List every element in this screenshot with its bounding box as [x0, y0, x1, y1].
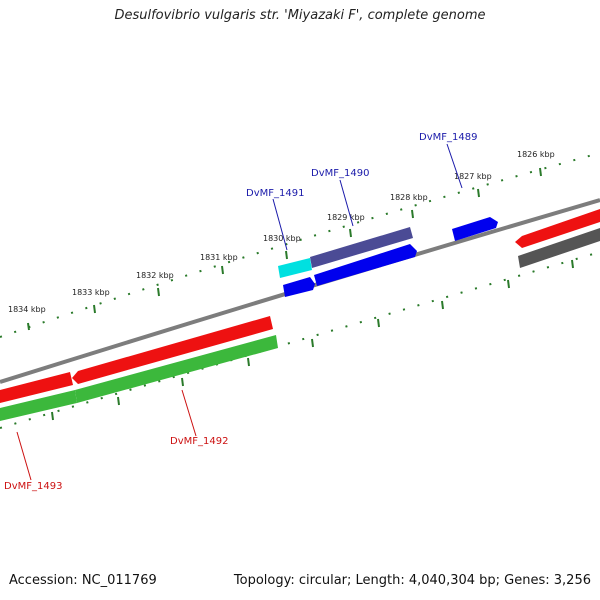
scale-label-1827: 1827 kbp — [454, 172, 492, 181]
scale-label-1833: 1833 kbp — [72, 288, 110, 297]
gene-label-dvmf-1492: DvMF_1492 — [170, 436, 228, 447]
gene-dvmf-1490-gene[interactable] — [310, 227, 413, 268]
leader-dvmf-1490 — [339, 179, 354, 227]
leader-dvmf-1492 — [181, 389, 197, 437]
scale-label-1834: 1834 kbp — [8, 305, 46, 314]
gene-dvmf-1491-cds[interactable] — [283, 277, 315, 297]
scale-label-1832: 1832 kbp — [136, 271, 174, 280]
gene-label-dvmf-1490: DvMF_1490 — [311, 168, 369, 179]
gene-dvmf-1493-gene[interactable] — [0, 390, 77, 421]
gene-dvmf-1493-cds[interactable] — [0, 372, 73, 403]
gene-dvmf-1489-cds[interactable] — [452, 217, 498, 241]
scale-label-1830: 1830 kbp — [263, 234, 301, 243]
accession-text: Accession: NC_011769 — [9, 573, 157, 588]
gene-dvmf-1492-gene[interactable] — [75, 335, 278, 403]
scale-label-1826: 1826 kbp — [517, 150, 555, 159]
leader-dvmf-1489 — [446, 143, 463, 189]
leader-dvmf-1491 — [272, 198, 288, 251]
gene-label-dvmf-1491: DvMF_1491 — [246, 188, 304, 199]
outer-scale-line — [0, 152, 600, 338]
gene-right-reverse-cds[interactable] — [515, 209, 600, 248]
gene-dvmf-1492-cds[interactable] — [72, 316, 273, 384]
inner-scale-line — [0, 251, 600, 429]
scale-label-1829: 1829 kbp — [327, 213, 365, 222]
genome-title: Desulfovibrio vulgaris str. 'Miyazaki F'… — [114, 8, 486, 23]
gene-right-reverse-gene[interactable] — [518, 228, 600, 268]
inner-major-ticks — [51, 259, 574, 421]
scale-label-1831: 1831 kbp — [200, 253, 238, 262]
gene-dvmf-1490-cds[interactable] — [314, 244, 417, 286]
gene-label-dvmf-1489: DvMF_1489 — [419, 132, 477, 143]
gene-dvmf-1491-gene[interactable] — [278, 258, 312, 278]
outer-major-ticks — [27, 167, 542, 331]
genome-summary-text: Topology: circular; Length: 4,040,304 bp… — [233, 573, 591, 588]
scale-label-1828: 1828 kbp — [390, 193, 428, 202]
gene-label-dvmf-1493: DvMF_1493 — [4, 481, 62, 492]
leader-dvmf-1493 — [16, 431, 32, 481]
